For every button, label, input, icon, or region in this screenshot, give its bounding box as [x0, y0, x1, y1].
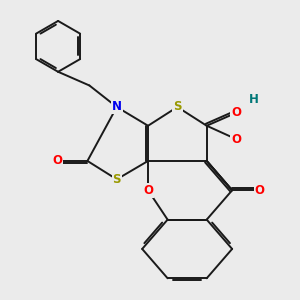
- Text: S: S: [173, 100, 182, 113]
- Text: S: S: [112, 173, 121, 186]
- Text: N: N: [112, 100, 122, 113]
- Text: O: O: [231, 133, 241, 146]
- Text: H: H: [249, 93, 259, 106]
- Text: O: O: [143, 184, 153, 197]
- Text: O: O: [231, 106, 241, 119]
- Text: O: O: [52, 154, 62, 167]
- Text: O: O: [254, 184, 265, 197]
